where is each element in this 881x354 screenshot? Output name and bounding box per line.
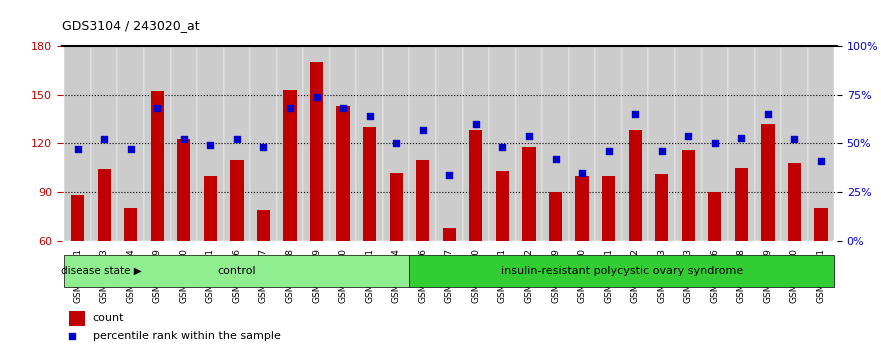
Bar: [416, 160, 429, 241]
Bar: [124, 208, 137, 241]
Bar: [470, 130, 483, 241]
Bar: [648, 46, 675, 241]
Bar: [761, 124, 774, 241]
Bar: [675, 46, 701, 241]
Bar: [515, 46, 542, 241]
Bar: [204, 176, 217, 241]
Bar: [250, 46, 277, 241]
Point: [309, 94, 323, 99]
Bar: [71, 195, 85, 241]
Bar: [277, 46, 303, 241]
Bar: [755, 46, 781, 241]
Point: [602, 148, 616, 154]
Text: control: control: [218, 266, 256, 276]
Bar: [197, 46, 224, 241]
FancyBboxPatch shape: [64, 255, 410, 287]
Bar: [144, 46, 171, 241]
Bar: [701, 46, 728, 241]
Bar: [569, 46, 596, 241]
Bar: [303, 46, 329, 241]
Point: [416, 127, 430, 133]
Bar: [389, 172, 403, 241]
Point: [495, 144, 509, 150]
Point: [256, 144, 270, 150]
Bar: [436, 46, 463, 241]
Point: [336, 105, 350, 111]
Point: [655, 148, 669, 154]
Bar: [171, 46, 197, 241]
Bar: [808, 46, 834, 241]
Point: [64, 333, 78, 339]
Bar: [596, 46, 622, 241]
Bar: [708, 192, 722, 241]
Point: [123, 147, 137, 152]
Point: [442, 172, 456, 177]
Point: [761, 111, 775, 117]
Bar: [284, 90, 297, 241]
Bar: [151, 91, 164, 241]
Text: GDS3104 / 243020_at: GDS3104 / 243020_at: [62, 19, 199, 32]
Bar: [575, 176, 589, 241]
Bar: [337, 106, 350, 241]
Bar: [383, 46, 410, 241]
Bar: [98, 169, 111, 241]
Bar: [357, 46, 383, 241]
Bar: [542, 46, 569, 241]
Point: [707, 141, 722, 146]
Bar: [410, 46, 436, 241]
Bar: [728, 46, 755, 241]
Text: disease state ▶: disease state ▶: [61, 266, 142, 276]
Bar: [788, 163, 801, 241]
Bar: [257, 210, 270, 241]
Point: [70, 147, 85, 152]
Bar: [230, 160, 243, 241]
Point: [177, 137, 191, 142]
Bar: [117, 46, 144, 241]
FancyBboxPatch shape: [410, 255, 834, 287]
Point: [283, 105, 297, 111]
Bar: [628, 130, 641, 241]
Bar: [496, 171, 509, 241]
Bar: [602, 176, 615, 241]
Bar: [329, 46, 357, 241]
Text: count: count: [93, 313, 124, 324]
Point: [681, 133, 695, 138]
Point: [549, 156, 563, 162]
Bar: [91, 46, 117, 241]
Bar: [224, 46, 250, 241]
Point: [628, 111, 642, 117]
Point: [230, 137, 244, 142]
Bar: [549, 192, 562, 241]
Text: percentile rank within the sample: percentile rank within the sample: [93, 331, 280, 341]
Bar: [463, 46, 489, 241]
Point: [788, 137, 802, 142]
Bar: [70, 311, 85, 326]
Bar: [735, 168, 748, 241]
Point: [97, 137, 111, 142]
Bar: [442, 228, 456, 241]
Point: [204, 142, 218, 148]
Point: [735, 135, 749, 140]
Bar: [310, 62, 323, 241]
Text: insulin-resistant polycystic ovary syndrome: insulin-resistant polycystic ovary syndr…: [500, 266, 743, 276]
Bar: [177, 138, 190, 241]
Point: [814, 158, 828, 164]
Point: [389, 141, 403, 146]
Bar: [655, 174, 669, 241]
Bar: [682, 150, 695, 241]
Bar: [363, 127, 376, 241]
Bar: [814, 208, 827, 241]
Point: [150, 105, 164, 111]
Point: [575, 170, 589, 175]
Bar: [622, 46, 648, 241]
Bar: [64, 46, 91, 241]
Point: [363, 113, 377, 119]
Bar: [489, 46, 515, 241]
Point: [522, 133, 536, 138]
Bar: [522, 147, 536, 241]
Point: [469, 121, 483, 127]
Bar: [781, 46, 808, 241]
